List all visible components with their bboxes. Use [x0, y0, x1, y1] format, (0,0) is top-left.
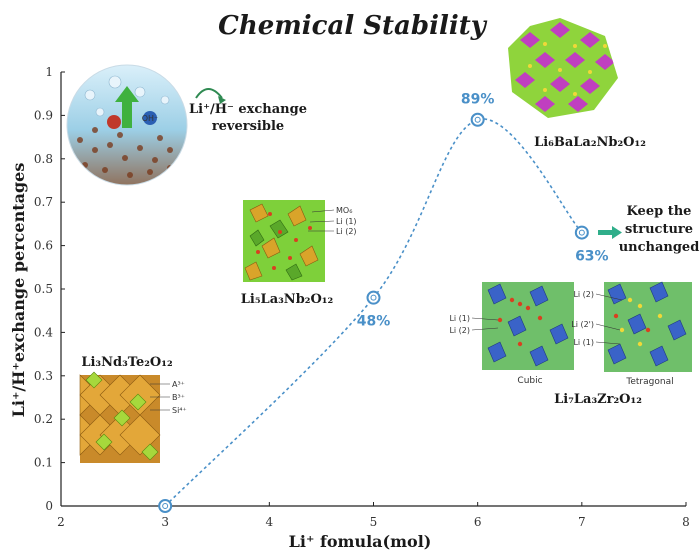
- data-point-core: [578, 229, 585, 236]
- x-axis-label: Li⁺ fomula(mol): [289, 532, 432, 551]
- exchange-note-line2: reversible: [212, 119, 284, 134]
- data-point-core: [474, 116, 481, 123]
- llzo-tetra-label-li2prime: Li (2'): [571, 320, 594, 329]
- llno-label-li1: Li (1): [336, 217, 357, 226]
- llno-structure-illustration: [243, 200, 335, 282]
- lnto-structure-illustration: [79, 371, 170, 463]
- reversible-arrowhead-icon: [218, 96, 226, 104]
- keep-arrow-icon: [598, 226, 622, 239]
- lblno-structure-illustration: [508, 18, 618, 118]
- lnto-label-b: B³⁺: [172, 393, 185, 402]
- y-tick-label: 0.8: [34, 152, 53, 166]
- data-point: [574, 225, 589, 240]
- data-label: 89%: [461, 92, 495, 108]
- reversible-arrow-icon: [195, 88, 223, 99]
- data-point: [470, 112, 485, 127]
- y-tick-label: 0.3: [34, 369, 53, 383]
- data-point: [158, 499, 173, 513]
- llno-label-li2: Li (2): [336, 227, 357, 236]
- data-labels: 48% 89% 63%: [357, 92, 609, 330]
- data-label: 48%: [357, 314, 391, 330]
- x-tick-label: 4: [266, 515, 274, 529]
- data-point-core: [370, 294, 377, 301]
- water-exchange-illustration: OH⁻: [66, 64, 226, 186]
- y-axis-label: Li⁺/H⁺exchange percentages: [9, 163, 28, 418]
- keep-note-line1: Keep the: [627, 204, 692, 219]
- x-tick-label: 7: [578, 515, 586, 529]
- x-tick-label: 8: [682, 515, 690, 529]
- y-tick-label: 0.5: [34, 282, 53, 296]
- llzo-cubic-caption: Cubic: [517, 376, 542, 386]
- data-point: [366, 290, 381, 305]
- llzo-tetra-label-li2: Li (2): [573, 290, 594, 299]
- data-points: [158, 112, 589, 513]
- x-tick-label: 2: [57, 515, 65, 529]
- x-tick-label: 5: [370, 515, 378, 529]
- x-tick-label: 3: [161, 515, 169, 529]
- llzo-tetra-caption: Tetragonal: [625, 377, 673, 387]
- y-tick-label: 1: [45, 65, 53, 79]
- llzo-cubic-structure-illustration: [471, 282, 574, 370]
- llzo-formula: Li₇La₃Zr₂O₁₂: [554, 392, 642, 407]
- y-tick-label: 0.2: [34, 412, 53, 426]
- chart-title: Chemical Stability: [218, 11, 488, 41]
- x-ticks: 2 3 4 5 6 7 8: [57, 502, 690, 529]
- data-point-core: [162, 503, 169, 509]
- y-tick-label: 0.9: [34, 108, 53, 122]
- lnto-label-si: Si⁴⁺: [172, 406, 187, 415]
- data-label: 63%: [575, 249, 609, 265]
- lnto-label-a: A³⁺: [172, 380, 185, 389]
- y-tick-label: 0.4: [34, 325, 53, 339]
- llno-formula: Li₅La₃Nb₂O₁₂: [241, 292, 333, 307]
- llzo-tetra-label-li1: Li (1): [573, 338, 594, 347]
- llno-label-mo6: MO₆: [336, 206, 352, 215]
- water-oh-label: OH⁻: [142, 114, 159, 123]
- y-tick-label: 0.1: [34, 456, 53, 470]
- exchange-note-line1: Li⁺/H⁻ exchange: [189, 102, 307, 117]
- llzo-tetragonal-structure-illustration: [595, 281, 692, 372]
- llzo-cubic-label-li1: Li (1): [449, 314, 470, 323]
- y-ticks: 0 0.1 0.2 0.3 0.4 0.5 0.6 0.7 0.8 0.9 1: [34, 65, 65, 513]
- llzo-cubic-label-li2: Li (2): [449, 326, 470, 335]
- lnto-formula: Li₃Nd₃Te₂O₁₂: [81, 355, 172, 370]
- lblno-formula: Li₆BaLa₂Nb₂O₁₂: [534, 135, 646, 150]
- y-tick-label: 0.6: [34, 239, 53, 253]
- keep-note-line3: unchanged: [619, 240, 700, 255]
- keep-note-line2: structure: [625, 222, 693, 237]
- y-tick-label: 0.7: [34, 195, 53, 209]
- x-tick-label: 6: [474, 515, 482, 529]
- y-tick-label: 0: [45, 499, 53, 513]
